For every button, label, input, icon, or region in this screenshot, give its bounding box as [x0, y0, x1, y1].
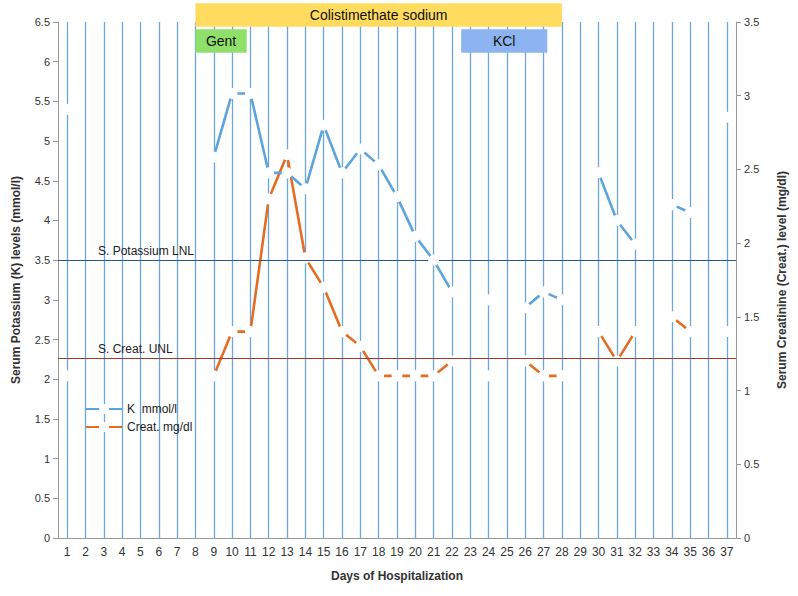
svg-text:7: 7 — [174, 545, 181, 559]
svg-text:32: 32 — [629, 545, 643, 559]
svg-text:21: 21 — [427, 545, 441, 559]
svg-text:2.5: 2.5 — [35, 334, 50, 346]
svg-text:16: 16 — [335, 545, 349, 559]
svg-text:6.5: 6.5 — [35, 16, 50, 28]
svg-text:0: 0 — [44, 532, 50, 544]
svg-text:13: 13 — [280, 545, 294, 559]
svg-text:36: 36 — [702, 545, 716, 559]
svg-text:3.5: 3.5 — [744, 16, 759, 28]
svg-text:6: 6 — [44, 56, 50, 68]
svg-text:1.5: 1.5 — [35, 413, 50, 425]
svg-text:KCl: KCl — [493, 33, 516, 49]
svg-text:30: 30 — [592, 545, 606, 559]
svg-text:34: 34 — [665, 545, 679, 559]
svg-text:6: 6 — [155, 545, 162, 559]
svg-text:33: 33 — [647, 545, 661, 559]
svg-text:1: 1 — [744, 385, 750, 397]
svg-text:K mmol/l: K mmol/l — [127, 402, 177, 416]
svg-text:19: 19 — [390, 545, 404, 559]
svg-text:35: 35 — [684, 545, 698, 559]
svg-text:24: 24 — [482, 545, 496, 559]
svg-text:Days of Hospitalization: Days of Hospitalization — [331, 569, 463, 583]
svg-text:3: 3 — [44, 294, 50, 306]
svg-text:2: 2 — [744, 237, 750, 249]
svg-text:0.5: 0.5 — [35, 492, 50, 504]
svg-text:11: 11 — [244, 545, 257, 559]
svg-text:17: 17 — [354, 545, 368, 559]
svg-text:23: 23 — [464, 545, 478, 559]
svg-text:0.5: 0.5 — [744, 458, 759, 470]
svg-text:15: 15 — [317, 545, 331, 559]
svg-text:5: 5 — [137, 545, 144, 559]
svg-text:Creat. mg/dl: Creat. mg/dl — [127, 420, 192, 434]
svg-text:Serum Creatinine (Creat.) leve: Serum Creatinine (Creat.) level (mg/dl) — [775, 171, 789, 389]
svg-text:2: 2 — [82, 545, 89, 559]
svg-text:1.5: 1.5 — [744, 311, 759, 323]
svg-text:4: 4 — [119, 545, 126, 559]
svg-text:28: 28 — [555, 545, 569, 559]
svg-text:4: 4 — [44, 214, 50, 226]
svg-text:1: 1 — [44, 453, 50, 465]
svg-text:4.5: 4.5 — [35, 175, 50, 187]
svg-text:8: 8 — [192, 545, 199, 559]
svg-text:5.5: 5.5 — [35, 95, 50, 107]
svg-text:20: 20 — [409, 545, 423, 559]
svg-text:0: 0 — [744, 532, 750, 544]
svg-text:Gent: Gent — [206, 33, 236, 49]
svg-text:27: 27 — [537, 545, 551, 559]
svg-text:1: 1 — [64, 545, 71, 559]
svg-text:S. Potassium LNL: S. Potassium LNL — [98, 244, 194, 258]
svg-text:5: 5 — [44, 135, 50, 147]
svg-text:10: 10 — [225, 545, 239, 559]
svg-text:2.5: 2.5 — [744, 163, 759, 175]
svg-text:31: 31 — [610, 545, 624, 559]
svg-text:26: 26 — [519, 545, 533, 559]
svg-text:3: 3 — [744, 90, 750, 102]
svg-text:S. Creat. UNL: S. Creat. UNL — [98, 342, 173, 356]
svg-text:25: 25 — [500, 545, 514, 559]
svg-text:12: 12 — [262, 545, 276, 559]
svg-text:3.5: 3.5 — [35, 254, 50, 266]
svg-text:Serum Potassium (K) levels (mm: Serum Potassium (K) levels (mmol/l) — [9, 176, 23, 384]
svg-text:9: 9 — [210, 545, 217, 559]
svg-text:29: 29 — [574, 545, 588, 559]
svg-text:14: 14 — [299, 545, 313, 559]
svg-text:37: 37 — [720, 545, 734, 559]
svg-text:2: 2 — [44, 373, 50, 385]
svg-text:22: 22 — [445, 545, 459, 559]
svg-text:18: 18 — [372, 545, 386, 559]
svg-text:3: 3 — [100, 545, 107, 559]
svg-text:Colistimethate sodium: Colistimethate sodium — [310, 7, 448, 23]
